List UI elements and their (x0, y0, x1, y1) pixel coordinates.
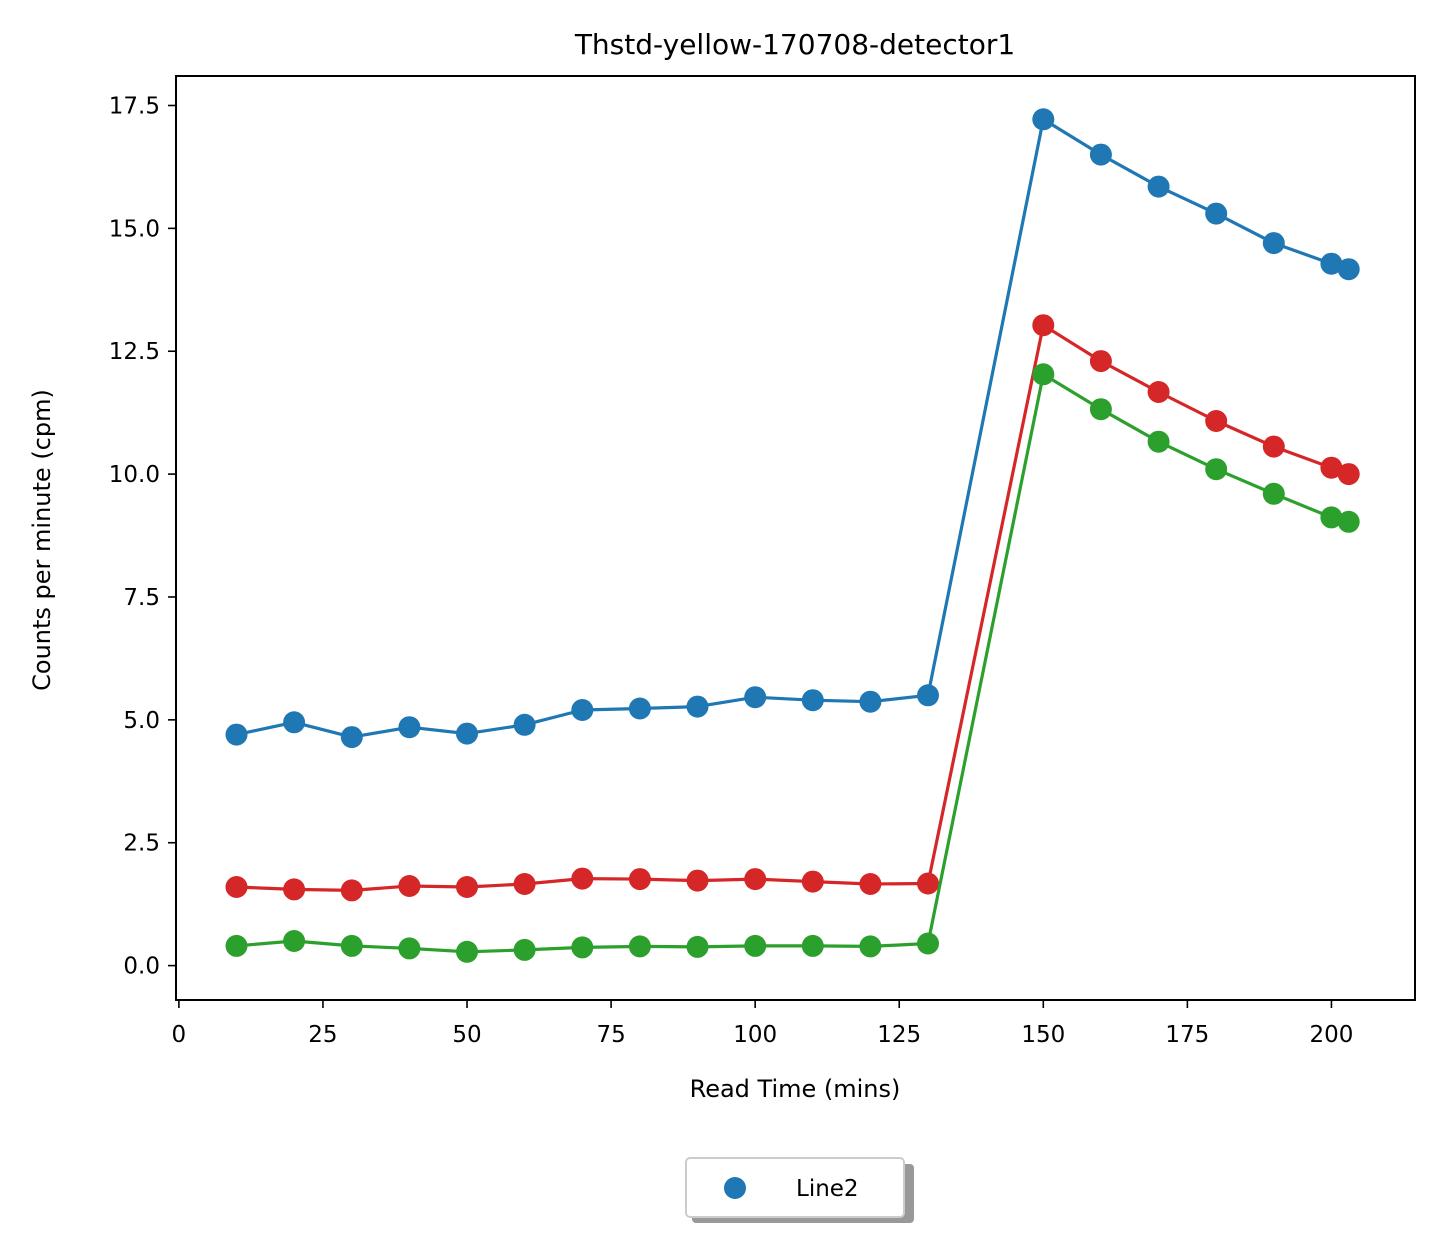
series-1-point (513, 713, 536, 736)
series-1-point (398, 716, 421, 739)
series-2-point (283, 878, 306, 901)
series-3-point (225, 934, 248, 957)
series-3-point (1262, 482, 1285, 505)
y-tick-label: 7.5 (123, 585, 160, 611)
series-3-point (1147, 430, 1170, 453)
y-axis-label: Counts per minute (cpm) (28, 389, 56, 691)
x-tick-label: 150 (1021, 1022, 1065, 1048)
series-1-point (283, 711, 306, 734)
series-3-point (686, 935, 709, 958)
series-1-point (1337, 258, 1360, 281)
series-2-point (686, 869, 709, 892)
series-3-point (340, 934, 363, 957)
series-3-point (571, 936, 594, 959)
legend-box (685, 1157, 905, 1218)
series-3-point (801, 934, 824, 957)
x-tick-label: 200 (1309, 1022, 1353, 1048)
series-3-point (744, 934, 767, 957)
series-1-point (1147, 175, 1170, 198)
y-tick-label: 2.5 (123, 831, 160, 857)
series-1-point (1262, 232, 1285, 255)
x-tick-label: 25 (308, 1022, 337, 1048)
series-2-point (1320, 456, 1343, 479)
x-axis-ticks: 0 25 50 75 100 125 150 175 200 (172, 1000, 1353, 1048)
series-2-point (513, 873, 536, 895)
series-3-point (1337, 510, 1360, 533)
series-3-point (1089, 398, 1112, 421)
series-1-point (744, 686, 767, 709)
series-2-point (225, 876, 248, 898)
series-1-point (456, 722, 478, 745)
x-tick-label: 50 (452, 1022, 481, 1048)
x-axis-label: Read Time (mins) (690, 1075, 901, 1103)
series-1-point (859, 690, 882, 713)
series-2-point (801, 870, 824, 893)
series-1-point (225, 723, 248, 746)
series-2-point (1089, 350, 1112, 373)
series-1-point (1205, 202, 1228, 225)
plot-area (225, 108, 1360, 963)
series-1-point (1032, 108, 1055, 131)
series-1-point (801, 689, 824, 712)
series-2-point (571, 867, 594, 890)
x-tick-label: 125 (877, 1022, 921, 1048)
series-2-point (628, 868, 651, 891)
y-axis-ticks: 0.0 2.5 5.0 7.5 10.0 12.5 15.0 17.5 (109, 93, 176, 980)
x-tick-label: 75 (596, 1022, 625, 1048)
series-2-point (917, 872, 939, 895)
series-3-point (1320, 506, 1343, 529)
series-3-point (513, 938, 536, 961)
series-1-point (1320, 252, 1343, 275)
plot-frame (175, 75, 1416, 1001)
series-2-point (398, 875, 421, 897)
series-3-point (859, 935, 882, 958)
series-2-point (1032, 314, 1055, 337)
y-tick-label: 17.5 (109, 93, 160, 119)
series-2-point (1205, 410, 1228, 432)
series-1-point (628, 697, 651, 720)
series-1-point (571, 699, 594, 721)
series-3-point (398, 937, 421, 960)
x-tick-label: 100 (733, 1022, 777, 1048)
legend-marker (724, 1177, 746, 1199)
y-tick-label: 15.0 (109, 216, 160, 242)
series-3-point (456, 940, 478, 963)
legend: Line2 (685, 1157, 914, 1223)
series-1-point (917, 684, 939, 707)
y-tick-label: 5.0 (123, 708, 160, 734)
series-3-point (628, 935, 651, 958)
series-1-point (340, 726, 363, 749)
series-2-point (1337, 463, 1360, 486)
series-3-point (1032, 363, 1055, 386)
series-2-point (859, 873, 882, 895)
legend-label: Line2 (796, 1176, 859, 1202)
series-1-point (686, 695, 709, 718)
series-3-point (1205, 458, 1228, 481)
series-3-point (917, 932, 939, 955)
x-tick-label: 0 (172, 1022, 187, 1048)
series-2-point (1147, 381, 1170, 403)
chart-title: Thstd-yellow-170708-detector1 (574, 28, 1015, 61)
y-tick-label: 10.0 (109, 462, 160, 488)
x-tick-label: 175 (1165, 1022, 1209, 1048)
series-2-point (340, 879, 363, 902)
series-2-point (1262, 435, 1285, 458)
series-2-point (744, 868, 767, 891)
series-1-point (1089, 143, 1112, 166)
y-tick-label: 12.5 (109, 339, 160, 365)
series-2-point (456, 876, 478, 898)
y-tick-label: 0.0 (123, 954, 160, 980)
series-3-point (283, 930, 306, 952)
